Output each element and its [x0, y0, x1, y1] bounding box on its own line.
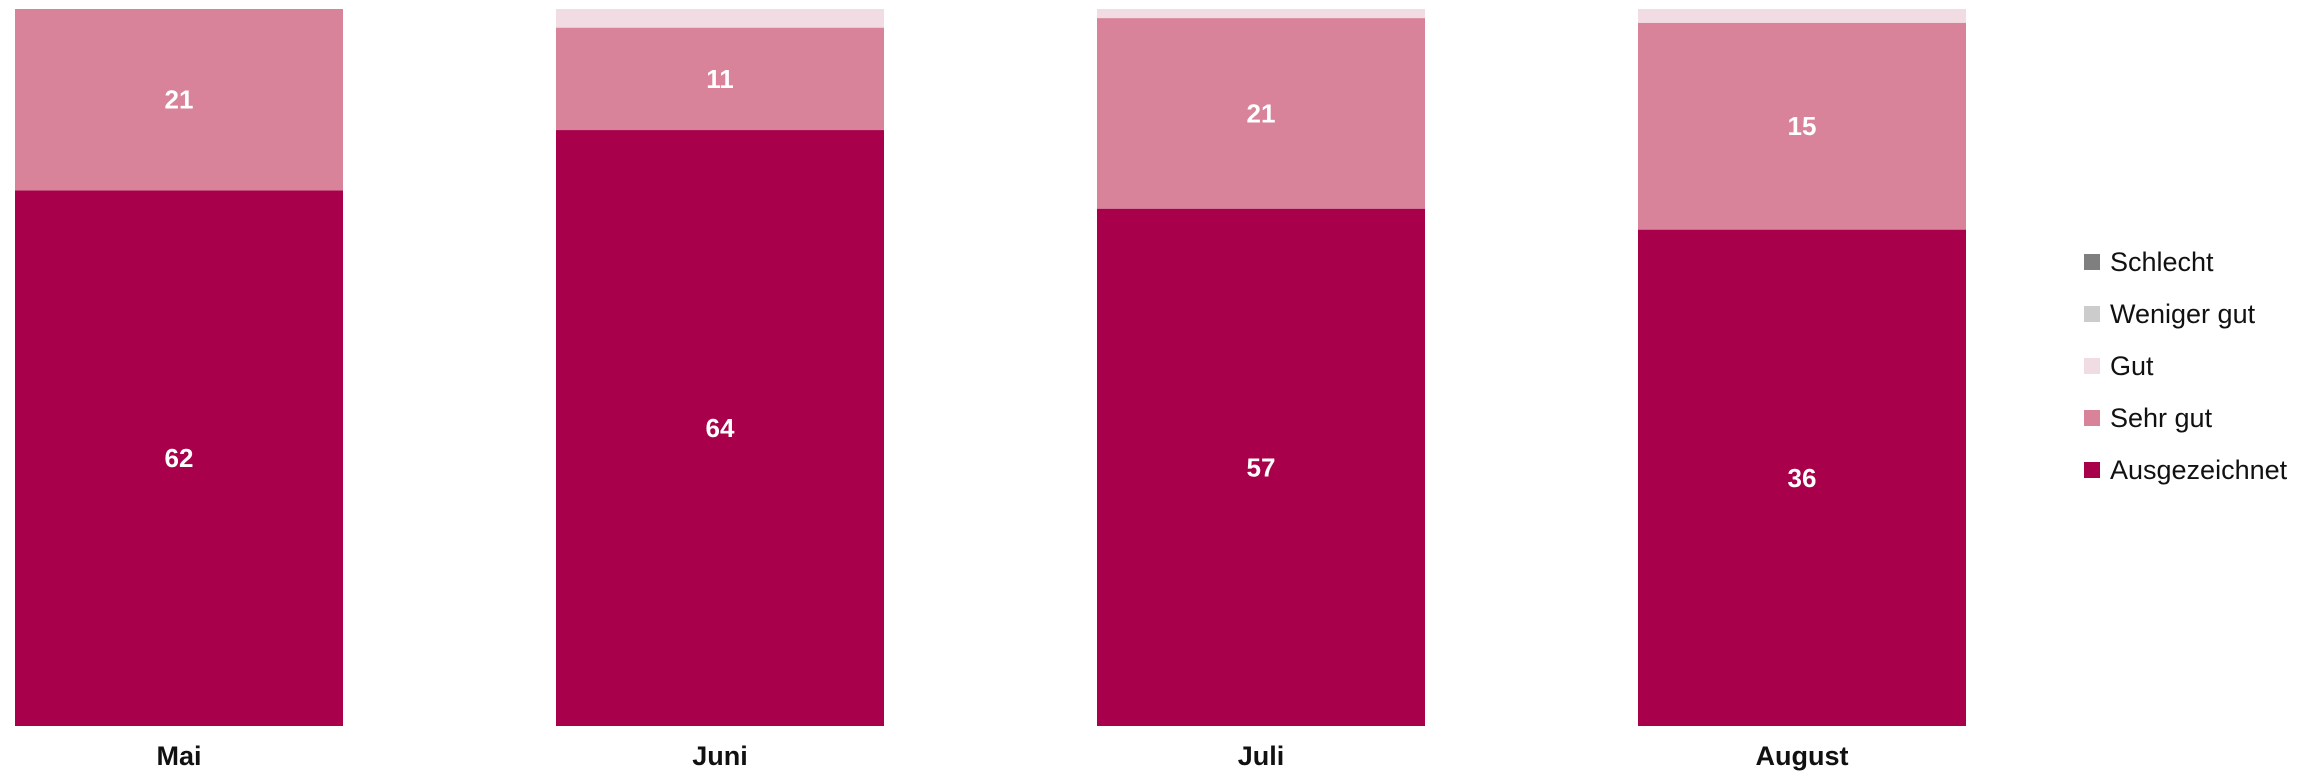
legend-swatch — [2084, 254, 2100, 270]
value-label: 62 — [165, 443, 194, 473]
category-label: August — [1756, 741, 1849, 771]
legend-swatch — [2084, 410, 2100, 426]
value-label: 64 — [706, 413, 735, 443]
bar-mai-ausgezeichnet — [15, 190, 343, 726]
category-label: Mai — [156, 741, 201, 771]
category-label: Juni — [692, 741, 748, 771]
value-label: 36 — [1788, 463, 1817, 493]
bar-juli-gut — [1097, 9, 1425, 19]
bar-mai-sehr-gut — [15, 9, 343, 191]
legend-item: Gut — [2084, 351, 2154, 381]
bar-juni-sehr-gut — [556, 27, 884, 131]
bars-group — [15, 9, 1966, 726]
legend-label: Weniger gut — [2110, 299, 2256, 329]
bar-juli-sehr-gut — [1097, 18, 1425, 209]
legend: Schlecht Weniger gut Gut Sehr gut Ausgezeich… — [2084, 247, 2288, 485]
legend-label: Schlecht — [2110, 247, 2214, 277]
value-labels-group: 62 21 64 11 57 21 36 15 — [165, 64, 1817, 493]
legend-swatch — [2084, 358, 2100, 374]
bar-juni-gut — [556, 9, 884, 28]
value-label: 21 — [165, 85, 194, 115]
bar-august-gut — [1638, 9, 1966, 23]
bar-august-sehr-gut — [1638, 22, 1966, 230]
value-label: 15 — [1788, 111, 1817, 141]
legend-item: Schlecht — [2084, 247, 2214, 277]
legend-swatch — [2084, 462, 2100, 478]
legend-item: Ausgezeichnet — [2084, 455, 2288, 485]
legend-label: Sehr gut — [2110, 403, 2213, 433]
value-label: 21 — [1247, 98, 1276, 128]
legend-item: Sehr gut — [2084, 403, 2213, 433]
category-labels-group: Mai Juni Juli August — [156, 741, 1848, 771]
legend-label: Gut — [2110, 351, 2154, 381]
legend-label: Ausgezeichnet — [2110, 455, 2288, 485]
legend-item: Weniger gut — [2084, 299, 2256, 329]
bar-august-ausgezeichnet — [1638, 229, 1966, 726]
legend-swatch — [2084, 306, 2100, 322]
bar-juni-ausgezeichnet — [556, 130, 884, 726]
value-label: 11 — [706, 64, 734, 94]
value-label: 57 — [1247, 452, 1276, 482]
bar-juli-ausgezeichnet — [1097, 208, 1425, 726]
category-label: Juli — [1238, 741, 1285, 771]
